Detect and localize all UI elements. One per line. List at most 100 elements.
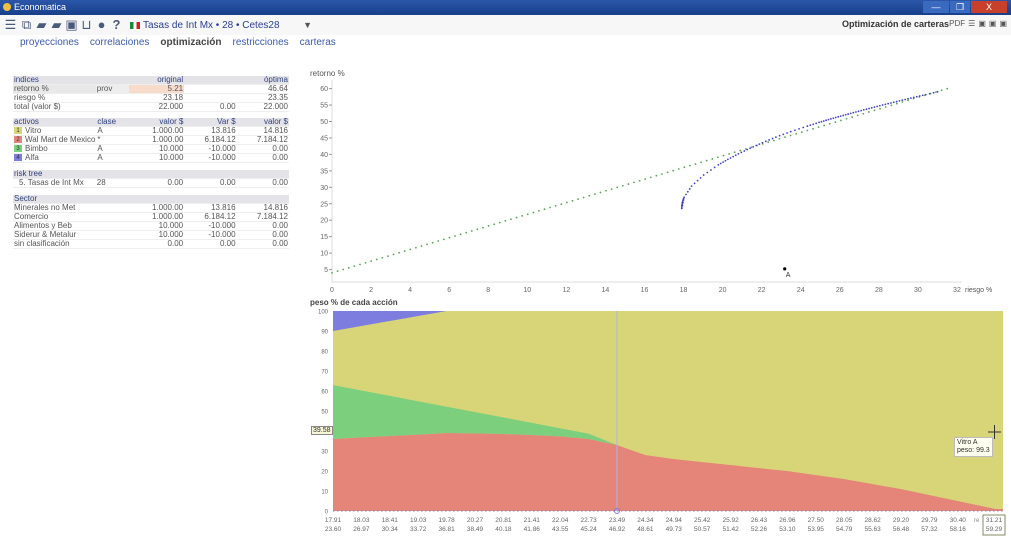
frontier-point bbox=[895, 100, 898, 103]
x-tick-label-riesgo: 19.78 bbox=[438, 517, 455, 524]
window-icon[interactable]: ▣ bbox=[988, 19, 997, 28]
portfolio-point bbox=[783, 267, 787, 271]
table-row: riesgo % 23.18 23.35 bbox=[13, 93, 289, 103]
table-cell: 1.000.00 bbox=[128, 212, 185, 222]
asset-row[interactable]: 4 Alfa A 10.000 -10.000 0.00 bbox=[13, 153, 289, 163]
table-cell bbox=[95, 93, 129, 103]
x-tick-label-retorno: 58.16 bbox=[950, 526, 967, 533]
x-axis-label: riesgo % bbox=[965, 287, 992, 294]
cml-point bbox=[851, 116, 854, 118]
y-tick-label: 0 bbox=[325, 510, 329, 516]
tab-proyecciones[interactable]: proyecciones bbox=[20, 37, 79, 48]
table-cell: 13.816 bbox=[184, 203, 237, 213]
minimize-button[interactable]: — bbox=[923, 1, 949, 13]
cml-point bbox=[588, 194, 591, 197]
frontier-point bbox=[696, 179, 699, 182]
table-cell: 10.000 bbox=[129, 144, 185, 154]
maximize-button[interactable]: ❐ bbox=[950, 1, 970, 13]
tab-optimizacion[interactable]: optimización bbox=[160, 37, 222, 48]
table-cell: total (valor $) bbox=[13, 102, 96, 112]
frontier-point bbox=[870, 106, 873, 109]
frontier-point bbox=[729, 157, 732, 159]
frontier-point bbox=[924, 93, 927, 96]
expand-icon[interactable]: ▣ bbox=[999, 19, 1007, 28]
pdf-button[interactable]: PDF bbox=[949, 19, 966, 28]
y-tick-label: 50 bbox=[321, 410, 328, 416]
frontier-point bbox=[876, 105, 879, 108]
column-header: valor $ bbox=[129, 118, 185, 127]
table-cell: riesgo % bbox=[13, 93, 96, 103]
tab-correlaciones[interactable]: correlaciones bbox=[89, 37, 150, 48]
asset-row[interactable]: 3 Bimbo A 10.000 -10.000 0.00 bbox=[13, 144, 289, 154]
frontier-point bbox=[834, 116, 837, 119]
list-icon[interactable]: ☰ bbox=[968, 19, 976, 28]
portfolio-selector[interactable]: Tasas de Int Mx • 28 • Cetes28 ▼ bbox=[128, 18, 314, 33]
column-header: clase bbox=[96, 118, 130, 127]
frontier-point bbox=[832, 117, 835, 120]
frontier-point bbox=[681, 200, 684, 203]
table-cell[interactable]: 5.21 bbox=[128, 84, 185, 94]
table-cell: 0.00 bbox=[236, 239, 289, 249]
tab-carteras[interactable]: carteras bbox=[299, 37, 336, 48]
table-cell bbox=[184, 93, 237, 103]
cml-point bbox=[739, 149, 742, 152]
chevron-down-icon[interactable]: ▼ bbox=[303, 20, 312, 30]
frontier-point bbox=[682, 201, 684, 204]
frontier-point bbox=[904, 98, 907, 101]
column-header bbox=[95, 76, 129, 85]
section-header: Sector bbox=[13, 195, 289, 204]
globe-icon[interactable]: ● bbox=[97, 17, 106, 32]
frontier-point bbox=[778, 134, 781, 137]
save-icon[interactable]: ▣ bbox=[65, 17, 78, 32]
cml-point bbox=[633, 181, 635, 184]
folder-icon[interactable]: ▰ bbox=[51, 17, 62, 32]
menu-icon[interactable]: ☰ bbox=[4, 17, 17, 32]
nav-tabs: proyecciones correlaciones optimización … bbox=[20, 37, 336, 48]
cml-point bbox=[784, 136, 786, 139]
tooltip-value: peso: 99.3 bbox=[957, 447, 990, 454]
print-icon[interactable]: ⊔ bbox=[81, 17, 92, 32]
x-tick-label-riesgo: 28.62 bbox=[864, 517, 881, 524]
asset-row[interactable]: 2 Wal Mart de Mexico * 1.000.00 6.184.12 7.18… bbox=[13, 135, 289, 145]
cml-point bbox=[683, 166, 686, 169]
y-tick-label: 25 bbox=[320, 201, 328, 208]
area-alfa bbox=[333, 311, 1003, 331]
y-tick-label: 20 bbox=[320, 218, 328, 225]
cml-point bbox=[845, 117, 848, 120]
cml-point bbox=[689, 164, 691, 167]
cml-point bbox=[879, 107, 881, 110]
frontier-point bbox=[680, 207, 683, 210]
cml-point bbox=[532, 211, 535, 214]
asset-row[interactable]: 1 Vitro A 1.000.00 13.816 14.816 bbox=[13, 126, 289, 136]
folder-open-icon[interactable]: ▰ bbox=[36, 17, 47, 32]
x-tick-label: 26 bbox=[836, 287, 844, 294]
header-row: activos clase valor $ Var $ valor $ bbox=[13, 118, 289, 127]
frontier-point bbox=[755, 144, 758, 147]
cursor-x-value-box bbox=[982, 514, 1006, 536]
help-icon[interactable]: ? bbox=[112, 17, 121, 32]
column-header: Var $ bbox=[184, 118, 237, 127]
cml-point bbox=[733, 151, 736, 154]
tab-restricciones[interactable]: restricciones bbox=[232, 37, 289, 48]
save-icon[interactable]: ▣ bbox=[978, 19, 986, 28]
x-tick-label-retorno: 38.49 bbox=[467, 526, 484, 533]
asset-name: Alfa bbox=[25, 153, 39, 162]
cml-point bbox=[907, 99, 909, 102]
cml-point bbox=[359, 263, 361, 266]
table-cell: -10.000 bbox=[184, 153, 237, 163]
chart-title: peso % de cada acción bbox=[310, 298, 398, 307]
frontier-point bbox=[726, 158, 729, 161]
cml-point bbox=[521, 214, 524, 217]
table-cell: 0.00 bbox=[184, 102, 237, 112]
frontier-point bbox=[881, 104, 884, 106]
frontier-point bbox=[752, 145, 755, 148]
new-window-icon[interactable]: ⧉ bbox=[21, 17, 32, 32]
x-tick-label-riesgo: 27.50 bbox=[808, 517, 825, 524]
x-tick-label-riesgo: 30.40 bbox=[950, 517, 967, 524]
cml-point bbox=[487, 225, 490, 227]
y-tick-label: 80 bbox=[321, 350, 328, 356]
cml-point bbox=[482, 226, 484, 229]
x-tick-label-retorno: 46.92 bbox=[609, 526, 626, 533]
close-button[interactable]: X bbox=[971, 1, 1007, 13]
asset-color-swatch: 1 bbox=[14, 127, 22, 134]
